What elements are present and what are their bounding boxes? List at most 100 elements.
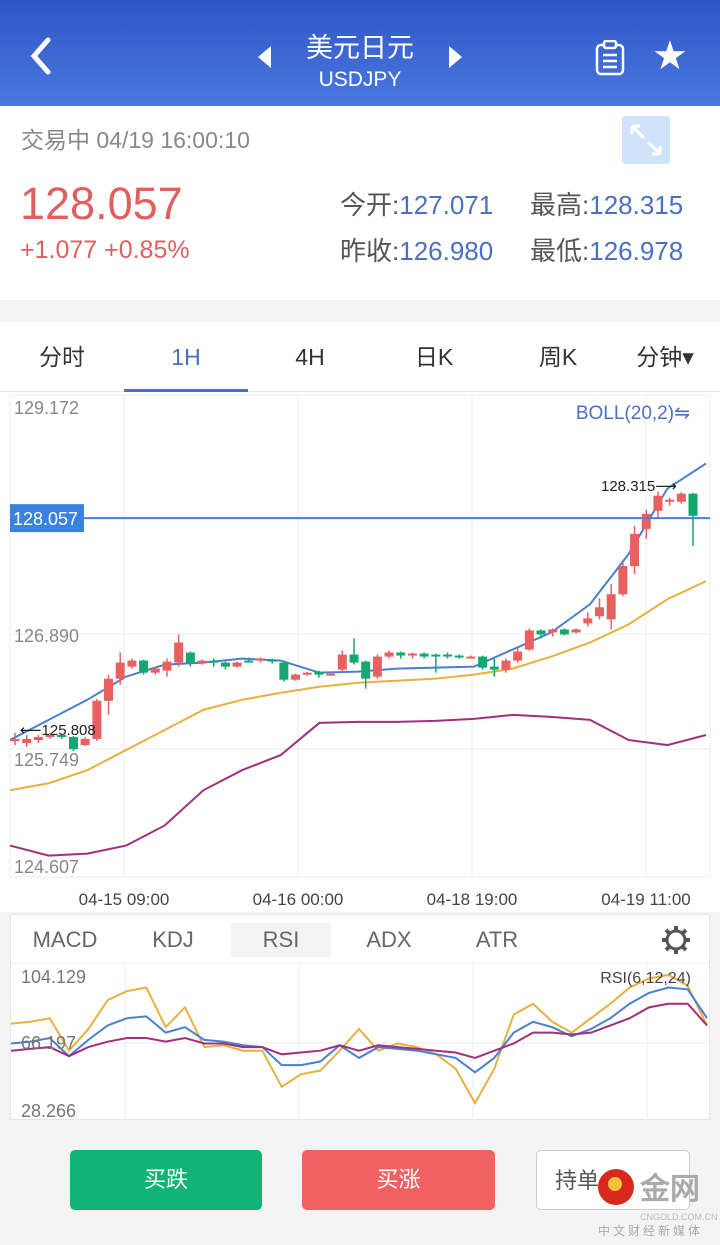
watermark-tagline: 中文财经新媒体 [598,1223,703,1238]
candle-body [466,656,476,659]
positions-button[interactable]: 持单 [536,1150,690,1210]
candle-body [536,630,546,635]
high-value: 128.315 [589,190,684,220]
tab-macd[interactable]: MACD [32,927,98,952]
candle-body [115,662,125,679]
candle-body [524,630,534,650]
low-stat: 最低:126.978 [530,231,683,268]
candle [419,652,429,659]
open-label: 今开: [340,190,400,220]
tab-1h[interactable]: 1H [124,322,248,392]
candle [665,497,675,506]
quote-panel [0,106,720,300]
candle-body [361,661,371,679]
candle [559,628,569,636]
candle-body [396,652,406,656]
prev-close-stat: 昨收:126.980 [340,231,493,268]
candle [583,612,593,627]
candle-body [606,594,616,620]
watermark-url: CNGOLD.COM.CN [640,1212,718,1222]
candle [92,698,102,742]
candle [291,673,301,681]
candle-body [209,660,219,663]
candle-body [232,662,242,667]
boll-indicator-label[interactable]: BOLL(20,2)⇋ [576,403,690,424]
buy-button[interactable]: 买涨 [302,1150,495,1210]
indicator-panel: MACD KDJ RSI ADX ATR 104.129 66.197 28.2… [10,914,711,1121]
rsi12-line [11,986,708,1074]
tab-atr[interactable]: ATR [475,927,519,952]
candle-body [571,629,581,633]
tab-intraday[interactable]: 分时 [39,344,85,370]
candle [68,735,78,752]
clipboard-icon[interactable] [594,40,626,76]
candle [571,628,581,634]
candle-body [443,654,453,657]
candle-body [33,737,43,741]
candle-body [326,673,336,676]
candle-body [641,513,651,529]
low-value: 126.978 [589,236,684,266]
candle [33,734,43,744]
tab-minutes-dropdown[interactable]: 分钟▾ [636,344,694,370]
tab-kdj[interactable]: KDJ [152,927,194,952]
min-price-marker: ⟵125.808 [20,722,96,739]
sell-button[interactable]: 买跌 [70,1150,262,1210]
settings-gear-icon[interactable] [661,925,691,955]
rsi6-line [11,973,708,1106]
candlestick-chart-panel[interactable]: 128.057 129.172 126.890 125.749 124.607 … [0,392,720,912]
y-tick-label: 125.749 [14,750,79,770]
candle-body [267,659,277,662]
candle-body [80,739,90,746]
candle [641,509,651,539]
candle-body [220,662,230,667]
candlestick-chart[interactable]: 128.057 129.172 126.890 125.749 124.607 … [0,392,720,912]
tab-rsi[interactable]: RSI [231,923,331,957]
favorite-star-icon[interactable]: ★ [652,34,688,78]
rsi-chart[interactable]: 104.129 66.197 28.266 RSI(6,12,24) [11,963,711,1121]
boll-lower-line [9,713,707,857]
candle [594,598,604,620]
candle-body [314,671,324,675]
previous-symbol-triangle-left-icon[interactable] [258,46,271,68]
candle-body [676,493,686,502]
high-stat: 最高:128.315 [530,185,683,222]
rsi24-line [11,1002,708,1059]
tab-daily[interactable]: 日K [414,344,454,370]
candle-body [337,654,347,670]
tab-weekly[interactable]: 周K [538,344,578,370]
candle-body [244,660,254,663]
back-chevron-left-icon[interactable] [26,36,56,76]
candle [57,733,67,740]
candle [443,652,453,659]
candle-body [407,653,417,656]
x-tick-label: 04-18 19:00 [427,890,518,909]
candle [630,525,640,575]
y-tick-label: 126.890 [14,626,79,646]
candle-body [513,651,523,661]
candle [372,654,382,679]
current-price-tag [10,504,84,533]
timeframe-tabs: 分时 1H 4H 日K 周K 分钟▾ [0,322,720,392]
boll-upper-line [9,462,707,741]
candle-body [104,678,114,701]
candle [337,650,347,672]
candle [139,659,149,675]
candle-body [478,656,488,668]
y-tick-label: 129.172 [14,398,79,418]
candle [501,658,511,673]
candle [653,491,663,519]
next-symbol-triangle-right-icon[interactable] [449,46,462,68]
fullscreen-expand-icon[interactable] [622,116,670,164]
candle [466,655,476,659]
candle [326,672,336,676]
tab-4h[interactable]: 4H [295,344,325,370]
candle-body [419,653,429,657]
candle [197,659,207,665]
candle-body [291,674,301,680]
candle [548,628,558,637]
tab-adx[interactable]: ADX [366,927,412,952]
candle [232,661,242,668]
candle [361,660,371,689]
candle-body [384,652,394,657]
